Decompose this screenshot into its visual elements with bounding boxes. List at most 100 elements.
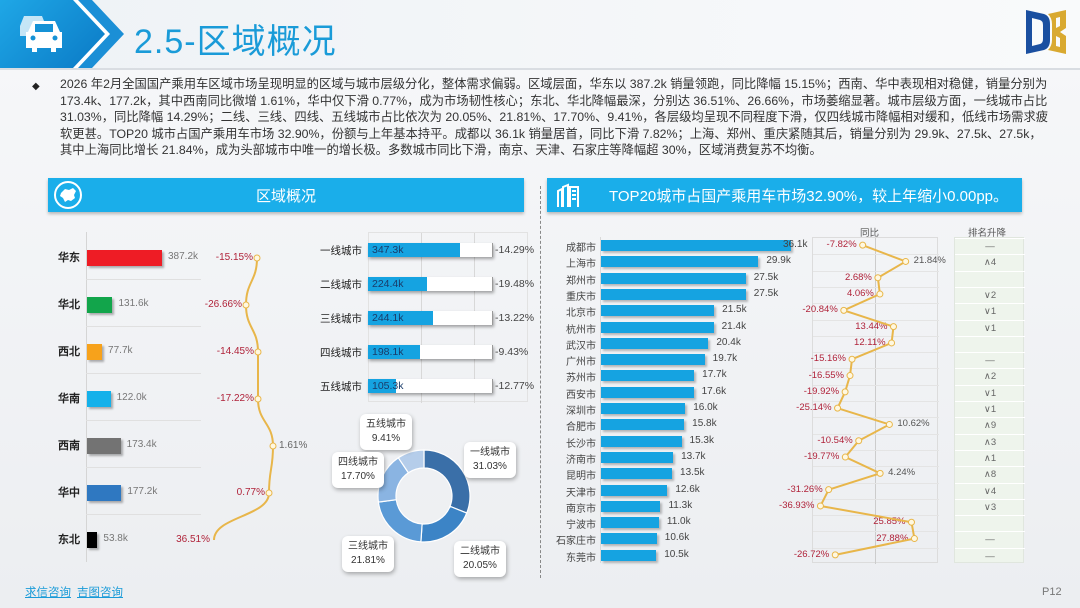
city-label: 重庆市 bbox=[566, 291, 596, 303]
city-label: 成都市 bbox=[566, 243, 596, 254]
city-bar bbox=[601, 403, 686, 414]
region-label: 西北 bbox=[58, 346, 80, 358]
city-label: 石家庄市 bbox=[556, 536, 596, 548]
city-label: 广州市 bbox=[566, 357, 596, 369]
city-bar bbox=[601, 468, 673, 480]
tier-row: 一线城市 347.3k -14.29% bbox=[320, 232, 540, 266]
region-label: 东北 bbox=[58, 534, 80, 546]
city-value: 19.7k bbox=[712, 353, 738, 365]
callout-value: 17.70% bbox=[341, 471, 375, 482]
city-value: 17.7k bbox=[702, 369, 727, 381]
city-label: 长沙市 bbox=[566, 438, 596, 450]
city-bar bbox=[601, 272, 746, 284]
rank-change-cell bbox=[955, 270, 1025, 287]
rank-change-cell bbox=[955, 515, 1025, 531]
rank-change-cell: — bbox=[955, 547, 1025, 564]
region-yoy-label: -26.66% bbox=[204, 299, 242, 310]
city-yoy-label: 4.06% bbox=[846, 288, 874, 300]
city-axis bbox=[600, 237, 601, 563]
city-row: 天津市 12.6k bbox=[550, 482, 1040, 499]
region-bar bbox=[87, 297, 113, 313]
city-row: 东莞市 10.5k bbox=[550, 547, 1040, 564]
city-panel-header: TOP20城市占国产乘用车市场32.90%，较上年缩小0.00pp。 bbox=[547, 178, 1022, 212]
callout-label: 三线城市 bbox=[348, 541, 388, 552]
rank-change-cell bbox=[955, 335, 1025, 352]
tier-value: 224.4k bbox=[372, 278, 404, 290]
city-bar bbox=[601, 337, 709, 349]
footer-links: 求信咨询 吉图咨询 bbox=[25, 584, 123, 600]
city-row: 杭州市 21.4k bbox=[550, 319, 1040, 336]
gridline bbox=[813, 303, 939, 305]
rank-change-cell: — bbox=[955, 531, 1025, 547]
city-row: 深圳市 16.0k bbox=[550, 400, 1040, 417]
city-value: 16.0k bbox=[693, 402, 718, 413]
city-bar bbox=[601, 370, 695, 382]
footer-link-2[interactable]: 吉图咨询 bbox=[77, 587, 123, 599]
city-row: 重庆市 27.5k bbox=[550, 286, 1040, 303]
tier-yoy: -13.22% bbox=[492, 311, 534, 325]
city-value: 10.5k bbox=[664, 548, 689, 560]
rank-change-cell: ∧9 bbox=[955, 417, 1025, 433]
city-label: 杭州市 bbox=[566, 324, 596, 336]
region-row: 华中 177.2k bbox=[40, 467, 310, 514]
city-yoy-label: 12.11% bbox=[854, 336, 886, 348]
footer-link-1[interactable]: 求信咨询 bbox=[25, 587, 71, 599]
region-bar bbox=[87, 391, 111, 407]
city-row: 长沙市 15.3k bbox=[550, 433, 1040, 450]
donut-slice bbox=[420, 505, 468, 543]
row-separator bbox=[86, 326, 201, 327]
tier-yoy: -19.48% bbox=[492, 277, 534, 291]
tier-bar bbox=[368, 379, 396, 393]
region-value: 387.2k bbox=[168, 251, 199, 262]
city-bar bbox=[601, 354, 705, 366]
gridline bbox=[813, 466, 939, 468]
region-label: 华南 bbox=[58, 393, 80, 405]
tier-sales-chart: 一线城市 347.3k -14.29% 二线城市 224.4k -19.48% 三线城市 24… bbox=[320, 232, 540, 403]
city-bar bbox=[601, 484, 668, 496]
buildings-icon bbox=[557, 183, 579, 207]
region-bar bbox=[87, 250, 162, 266]
city-yoy-label: 21.84% bbox=[913, 255, 946, 267]
rank-change-cell: ∨1 bbox=[955, 319, 1025, 336]
city-yoy-label: 2.68% bbox=[844, 271, 872, 283]
page-title: 2.5-区域概况 bbox=[134, 23, 337, 61]
region-value: 122.0k bbox=[116, 392, 147, 403]
region-bar bbox=[87, 344, 103, 360]
donut-callout-tier1: 一线城市 31.03% bbox=[464, 442, 516, 478]
city-label: 昆明市 bbox=[566, 471, 596, 483]
city-bar bbox=[601, 517, 659, 529]
tier-share-donut bbox=[377, 449, 471, 543]
city-yoy-line bbox=[816, 241, 918, 559]
city-yoy-label: 25.85% bbox=[873, 516, 906, 528]
gridline bbox=[813, 368, 939, 370]
city-yoy-label: -10.54% bbox=[817, 434, 853, 446]
panel-divider bbox=[540, 186, 541, 578]
row-separator bbox=[86, 279, 201, 280]
donut-callout-tier3: 三线城市 21.81% bbox=[342, 536, 394, 572]
city-value: 11.0k bbox=[666, 516, 691, 528]
city-yoy-label: -7.82% bbox=[826, 239, 857, 251]
summary-paragraph: ◆ 2026 年2月全国国产乘用车区域市场呈现明显的区域与城市层级分化，整体需求… bbox=[32, 76, 1050, 159]
city-value: 10.6k bbox=[664, 532, 690, 544]
city-row: 郑州市 27.5k bbox=[550, 270, 1040, 287]
city-row: 西安市 17.6k bbox=[550, 384, 1040, 401]
gridline bbox=[813, 417, 939, 419]
yoy-grid bbox=[812, 237, 939, 564]
city-value: 15.8k bbox=[692, 418, 717, 430]
city-yoy-label: -19.77% bbox=[803, 451, 840, 463]
city-yoy-label: -15.16% bbox=[810, 353, 847, 365]
tier-label: 三线城市 bbox=[320, 313, 362, 325]
row-separator bbox=[86, 373, 201, 374]
china-map-icon bbox=[54, 181, 82, 209]
tier-yoy: -14.29% bbox=[492, 243, 534, 257]
city-label: 南京市 bbox=[566, 503, 596, 515]
tier-row: 三线城市 244.1k -13.22% bbox=[320, 300, 540, 334]
city-value: 11.3k bbox=[668, 499, 693, 511]
tier-label: 二线城市 bbox=[320, 279, 362, 291]
city-row: 昆明市 13.5k bbox=[550, 465, 1040, 483]
city-row: 南京市 11.3k bbox=[550, 498, 1040, 515]
rank-change-cell: ∨1 bbox=[955, 401, 1025, 417]
city-yoy-label: -31.26% bbox=[787, 483, 823, 495]
donut-callout-tier4: 四线城市 17.70% bbox=[332, 452, 384, 488]
city-label: 西安市 bbox=[566, 389, 596, 401]
